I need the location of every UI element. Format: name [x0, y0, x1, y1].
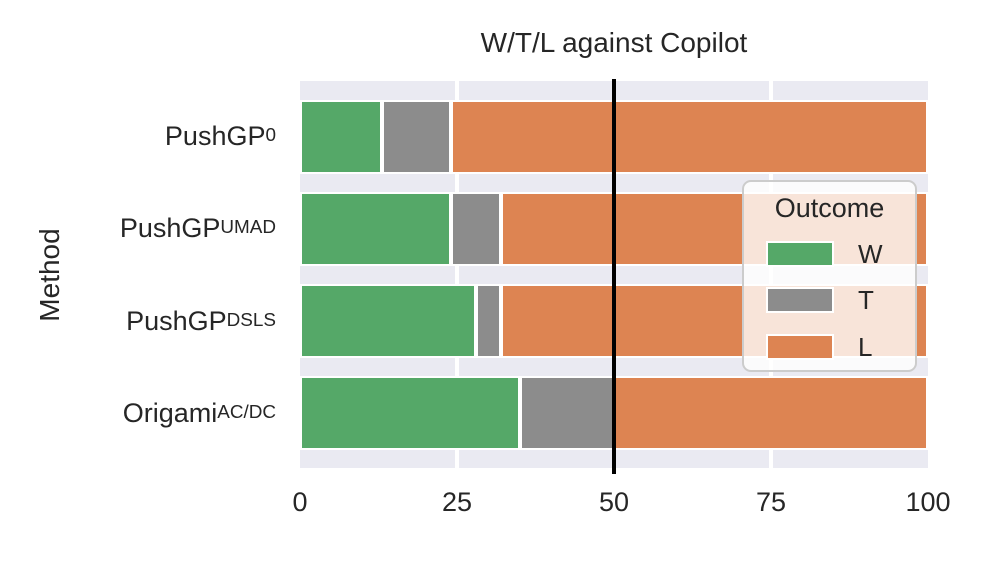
legend-swatch-t: [766, 287, 834, 313]
y-tick-base: PushGP: [119, 212, 221, 243]
legend-entry: W: [766, 239, 883, 269]
y-tick-label: Origami AC/DC: [122, 397, 276, 428]
bar-segment-t: [381, 100, 451, 174]
reference-line: [612, 79, 616, 474]
x-tick-label: 75: [755, 487, 787, 517]
y-axis-label: Method: [34, 228, 65, 322]
bar-segment-t: [450, 192, 501, 266]
bar-segment-l: [613, 376, 928, 450]
x-tick-label: 100: [905, 487, 951, 517]
bar-row: [300, 100, 928, 174]
legend-entry-label: T: [858, 284, 874, 315]
bar-segment-w: [300, 376, 520, 450]
y-tick-label: PushGP UMAD: [119, 212, 276, 243]
chart-title: W/T/L against Copilot: [480, 27, 748, 58]
bar-segment-w: [300, 192, 451, 266]
y-tick-base: PushGP: [164, 120, 266, 151]
bar-segment-l: [450, 100, 928, 174]
plot-area: [300, 79, 928, 474]
legend-entry: T: [766, 285, 874, 315]
bar-segment-t: [475, 284, 501, 358]
y-tick-base: PushGP: [126, 305, 227, 336]
y-tick-label: PushGP DSLS: [126, 305, 276, 336]
bar-row: [300, 376, 928, 450]
x-tick-label: 25: [441, 487, 473, 517]
legend-entry: L: [766, 332, 872, 362]
bar-segment-t: [519, 376, 614, 450]
legend-entry-label: W: [858, 238, 883, 269]
bar-segment-w: [300, 100, 382, 174]
legend-title: Outcome: [774, 193, 885, 223]
legend-entry-label: L: [858, 331, 873, 362]
y-tick-label: PushGP 0: [164, 120, 276, 151]
gridline: [455, 81, 459, 468]
x-tick-label: 50: [598, 487, 630, 517]
x-tick-label: 0: [292, 487, 308, 517]
y-tick-base: Origami: [122, 397, 218, 428]
legend-swatch-w: [766, 241, 834, 267]
legend-swatch-l: [766, 334, 834, 360]
bar-segment-w: [300, 284, 476, 358]
